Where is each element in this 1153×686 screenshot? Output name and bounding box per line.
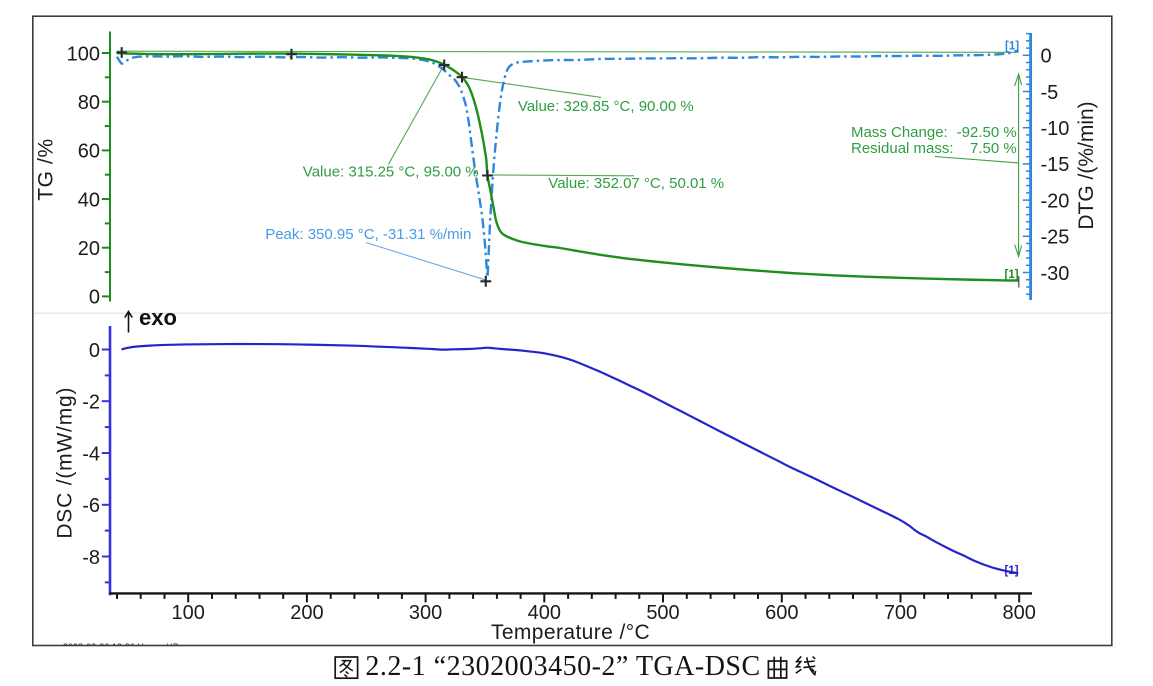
svg-text:[1]: [1] bbox=[1005, 40, 1019, 52]
svg-text:DTG /(%/min): DTG /(%/min) bbox=[1075, 101, 1098, 229]
svg-text:200: 200 bbox=[290, 602, 323, 624]
svg-text:Value: 352.07 °C, 50.01 %: Value: 352.07 °C, 50.01 % bbox=[548, 175, 724, 192]
svg-text:[1]: [1] bbox=[1005, 269, 1019, 281]
svg-text:Value: 315.25 °C, 95.00 %: Value: 315.25 °C, 95.00 % bbox=[303, 163, 479, 180]
svg-text:40: 40 bbox=[78, 189, 100, 211]
svg-text:2023-02-28 13:36 Users: HP: 2023-02-28 13:36 Users: HP bbox=[63, 642, 179, 652]
svg-text:-20: -20 bbox=[1041, 190, 1070, 212]
svg-text:Temperature /°C: Temperature /°C bbox=[491, 621, 650, 644]
svg-text:20: 20 bbox=[78, 238, 100, 260]
svg-text:DSC /(mW/mg): DSC /(mW/mg) bbox=[54, 387, 77, 539]
svg-text:400: 400 bbox=[528, 602, 561, 624]
svg-text:-5: -5 bbox=[1041, 82, 1059, 104]
svg-text:-8: -8 bbox=[82, 547, 100, 569]
svg-text:800: 800 bbox=[1003, 602, 1036, 624]
svg-text:60: 60 bbox=[78, 141, 100, 163]
svg-text:600: 600 bbox=[765, 602, 798, 624]
svg-text:500: 500 bbox=[646, 602, 679, 624]
svg-text:-92.50 %: -92.50 % bbox=[957, 124, 1017, 141]
svg-text:7.50 %: 7.50 % bbox=[970, 140, 1017, 157]
svg-text:Residual mass:: Residual mass: bbox=[851, 140, 954, 157]
svg-text:300: 300 bbox=[409, 602, 442, 624]
svg-text:-15: -15 bbox=[1041, 154, 1070, 176]
svg-text:100: 100 bbox=[172, 602, 205, 624]
svg-text:100: 100 bbox=[67, 43, 100, 65]
svg-text:0: 0 bbox=[89, 340, 100, 362]
svg-text:-10: -10 bbox=[1041, 118, 1070, 140]
svg-text:-2: -2 bbox=[82, 392, 100, 414]
svg-text:-6: -6 bbox=[82, 495, 100, 517]
svg-text:700: 700 bbox=[884, 602, 917, 624]
svg-text:[1]: [1] bbox=[1005, 565, 1019, 577]
svg-text:-30: -30 bbox=[1041, 263, 1070, 285]
svg-text:Peak: 350.95 °C, -31.31 %/min: Peak: 350.95 °C, -31.31 %/min bbox=[265, 226, 471, 243]
svg-text:0: 0 bbox=[89, 287, 100, 309]
svg-text:Value: 329.85 °C, 90.00 %: Value: 329.85 °C, 90.00 % bbox=[518, 98, 694, 115]
svg-text:TG /%: TG /% bbox=[34, 138, 57, 201]
svg-text:Mass Change:: Mass Change: bbox=[851, 124, 948, 141]
svg-text:-4: -4 bbox=[82, 443, 100, 465]
svg-text:80: 80 bbox=[78, 92, 100, 114]
svg-text:exo: exo bbox=[139, 305, 177, 330]
svg-text:-25: -25 bbox=[1041, 227, 1070, 249]
svg-text:0: 0 bbox=[1041, 46, 1052, 68]
